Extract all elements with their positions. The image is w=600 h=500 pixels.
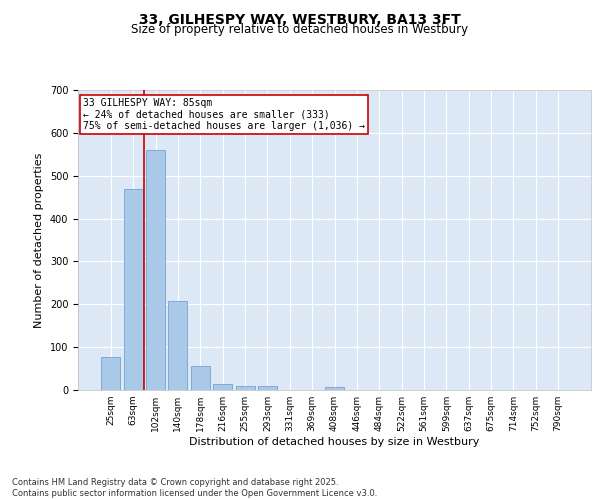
Text: Contains HM Land Registry data © Crown copyright and database right 2025.
Contai: Contains HM Land Registry data © Crown c… bbox=[12, 478, 377, 498]
Bar bbox=[236, 386, 254, 390]
Bar bbox=[169, 302, 187, 390]
Bar bbox=[213, 384, 232, 390]
Bar bbox=[191, 366, 210, 390]
Bar bbox=[325, 386, 344, 390]
X-axis label: Distribution of detached houses by size in Westbury: Distribution of detached houses by size … bbox=[190, 437, 479, 447]
Text: 33, GILHESPY WAY, WESTBURY, BA13 3FT: 33, GILHESPY WAY, WESTBURY, BA13 3FT bbox=[139, 12, 461, 26]
Text: 33 GILHESPY WAY: 85sqm
← 24% of detached houses are smaller (333)
75% of semi-de: 33 GILHESPY WAY: 85sqm ← 24% of detached… bbox=[83, 98, 365, 130]
Bar bbox=[146, 150, 165, 390]
Bar bbox=[124, 190, 143, 390]
Y-axis label: Number of detached properties: Number of detached properties bbox=[34, 152, 44, 328]
Bar bbox=[101, 356, 121, 390]
Bar bbox=[258, 386, 277, 390]
Text: Size of property relative to detached houses in Westbury: Size of property relative to detached ho… bbox=[131, 22, 469, 36]
